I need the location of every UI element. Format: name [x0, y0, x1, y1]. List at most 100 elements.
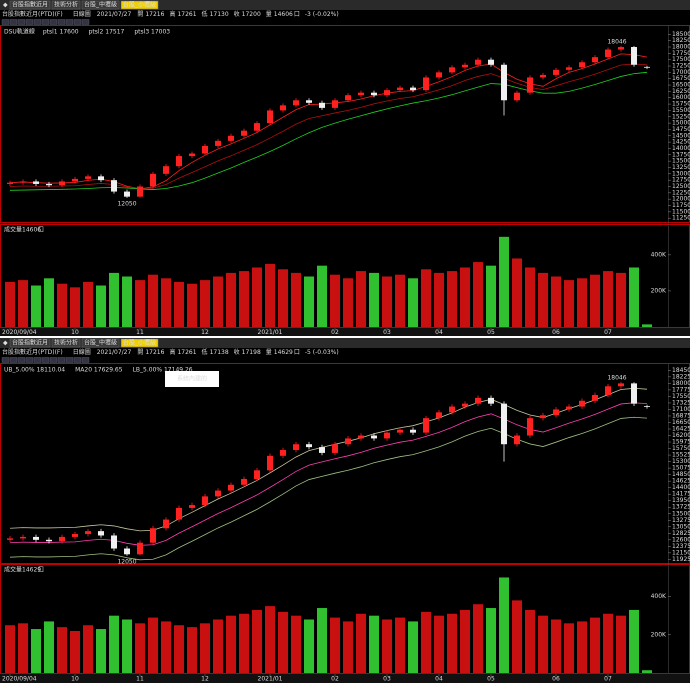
y-tick-label: 13950: [672, 497, 690, 504]
candle-body: [514, 435, 520, 445]
candle-body: [410, 429, 416, 433]
date-label: 02: [331, 329, 339, 336]
y-tick-label: 12250: [672, 189, 690, 196]
candle-body: [319, 102, 325, 108]
y-tick-label: 17000: [672, 69, 690, 76]
tab[interactable]: 台股_小壢級: [123, 1, 156, 9]
tab[interactable]: 台股_小壢級: [123, 339, 156, 347]
candle-body: [501, 64, 507, 101]
volume-bar: [148, 274, 158, 327]
volume-bar: [330, 274, 340, 327]
candle-body: [397, 87, 403, 91]
y-tick-label: 17750: [672, 50, 690, 57]
candle-body: [566, 406, 572, 410]
tab-frame[interactable]: [9, 338, 51, 348]
candle-body: [644, 66, 650, 68]
date-label: 07: [604, 329, 612, 336]
toolbar-button[interactable]: [1, 19, 10, 25]
toolbar-button[interactable]: [57, 357, 66, 363]
y-tick-label: 13500: [672, 158, 690, 165]
y-tick-label: 16750: [672, 75, 690, 82]
candle-body: [345, 95, 351, 101]
toolbar-button[interactable]: [33, 19, 42, 25]
y-tick-label: 13050: [672, 523, 690, 530]
toolbar-button[interactable]: [65, 357, 74, 363]
y-tick-label: 17325: [672, 399, 690, 406]
candle-body: [150, 528, 156, 543]
tab-frame[interactable]: [120, 0, 159, 10]
tab-frame[interactable]: [9, 0, 51, 10]
volume-tick-label: 400K: [651, 251, 667, 258]
candle-body: [254, 470, 260, 479]
toolbar-button[interactable]: [49, 357, 58, 363]
tab-frame[interactable]: [120, 338, 159, 348]
y-tick-label: 12000: [672, 196, 690, 203]
tab-frame[interactable]: [81, 338, 120, 348]
tab[interactable]: 台股指數近月: [12, 1, 48, 9]
annotation-box: [165, 371, 219, 387]
y-tick-label: 17100: [672, 406, 690, 413]
toolbar-button[interactable]: [73, 19, 82, 25]
volume-bar: [239, 613, 249, 673]
candle-body: [137, 186, 143, 197]
candle-body: [332, 100, 338, 108]
y-tick-label: 15525: [672, 452, 690, 459]
volume-bar: [564, 280, 574, 327]
toolbar-button[interactable]: [65, 19, 74, 25]
toolbar-button[interactable]: [9, 19, 18, 25]
volume-bar: [460, 267, 470, 327]
y-tick-label: 17500: [672, 56, 690, 63]
volume-bar: [434, 272, 444, 327]
quote-value: 17198: [242, 349, 261, 356]
toolbar-button[interactable]: [81, 357, 90, 363]
toolbar-button[interactable]: [17, 19, 26, 25]
volume-bar: [83, 625, 93, 673]
toolbar-button[interactable]: [9, 357, 18, 363]
symbol: 台股指數近月(PTD)(F): [2, 10, 63, 18]
candle-body: [280, 105, 286, 111]
y-tick-label: 14850: [672, 471, 690, 478]
toolbar-button[interactable]: [33, 357, 42, 363]
tab[interactable]: 台股_中壢級: [84, 1, 117, 9]
tab[interactable]: 技術分析: [54, 1, 78, 9]
y-tick-label: 16200: [672, 432, 690, 439]
tab[interactable]: 技術分析: [54, 339, 78, 347]
tab-frame[interactable]: [51, 338, 81, 348]
toolbar-button[interactable]: [41, 357, 50, 363]
toolbar-button[interactable]: [81, 19, 90, 25]
candle-body: [618, 47, 624, 50]
y-tick-label: 15500: [672, 107, 690, 114]
legend-entry: ptsl2 17517: [89, 29, 125, 36]
toolbar-button[interactable]: [25, 19, 34, 25]
tab[interactable]: 台股_中壢級: [84, 339, 117, 347]
toolbar-button[interactable]: [57, 19, 66, 25]
candle-body: [215, 490, 221, 497]
tab-frame[interactable]: [81, 0, 120, 10]
candle-body: [345, 438, 351, 445]
toolbar-button[interactable]: [25, 357, 34, 363]
tab[interactable]: 台股指數近月: [12, 339, 48, 347]
y-tick-label: 15075: [672, 465, 690, 472]
y-tick-label: 18225: [672, 373, 690, 380]
volume-bar: [226, 615, 236, 673]
candle-body: [33, 536, 39, 540]
app-icon: ◆: [3, 340, 8, 347]
candle-body: [150, 173, 156, 187]
toolbar-button[interactable]: [73, 357, 82, 363]
toolbar-button[interactable]: [1, 357, 10, 363]
toolbar-button[interactable]: [17, 357, 26, 363]
tab-strip: [0, 0, 690, 10]
quote-label: 收: [234, 348, 240, 356]
y-tick-label: 11500: [672, 208, 690, 215]
date-label: 06: [552, 329, 560, 336]
candle-body: [449, 406, 455, 413]
tab-frame[interactable]: [51, 0, 81, 10]
candle-body: [644, 406, 650, 407]
y-tick-label: 12500: [672, 183, 690, 190]
toolbar-button[interactable]: [41, 19, 50, 25]
volume-bar: [18, 280, 28, 327]
y-tick-label: 13000: [672, 170, 690, 177]
low-label: 12050: [117, 200, 136, 207]
candle-body: [215, 140, 221, 146]
toolbar-button[interactable]: [49, 19, 58, 25]
